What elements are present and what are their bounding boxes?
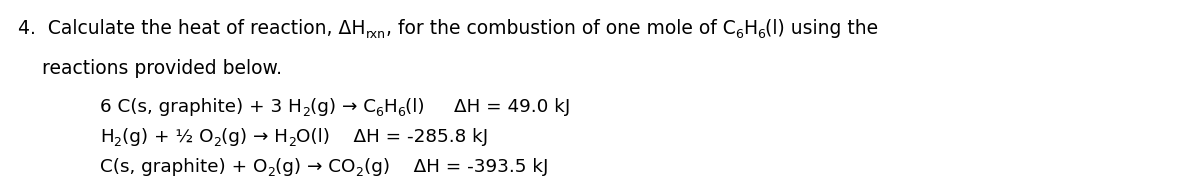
Text: (g) → C: (g) → C — [310, 98, 376, 116]
Text: 6: 6 — [757, 28, 766, 41]
Text: 2: 2 — [268, 166, 275, 180]
Text: O(l)    ΔH = -285.8 kJ: O(l) ΔH = -285.8 kJ — [295, 128, 487, 146]
Text: 2: 2 — [114, 137, 121, 150]
Text: (g) → CO: (g) → CO — [275, 158, 355, 176]
Text: 6 C(s, graphite) + 3 H: 6 C(s, graphite) + 3 H — [100, 98, 301, 116]
Text: 6: 6 — [736, 28, 743, 41]
Text: , for the combustion of one mole of C: , for the combustion of one mole of C — [385, 19, 736, 38]
Text: (l)     ΔH = 49.0 kJ: (l) ΔH = 49.0 kJ — [406, 98, 570, 116]
Text: H: H — [743, 19, 757, 38]
Text: (l) using the: (l) using the — [766, 19, 878, 38]
Text: (g) → H: (g) → H — [221, 128, 288, 146]
Text: 2: 2 — [288, 137, 295, 150]
Text: 2: 2 — [214, 137, 221, 150]
Text: 2: 2 — [301, 107, 310, 119]
Text: reactions provided below.: reactions provided below. — [18, 59, 282, 78]
Text: 6: 6 — [397, 107, 406, 119]
Text: 2: 2 — [355, 166, 364, 180]
Text: C(s, graphite) + O: C(s, graphite) + O — [100, 158, 268, 176]
Text: H: H — [384, 98, 397, 116]
Text: H: H — [100, 128, 114, 146]
Text: (g) + ½ O: (g) + ½ O — [121, 128, 214, 146]
Text: 4.  Calculate the heat of reaction, ΔH: 4. Calculate the heat of reaction, ΔH — [18, 19, 366, 38]
Text: (g)    ΔH = -393.5 kJ: (g) ΔH = -393.5 kJ — [364, 158, 548, 176]
Text: 6: 6 — [376, 107, 384, 119]
Text: rxn: rxn — [366, 28, 385, 41]
